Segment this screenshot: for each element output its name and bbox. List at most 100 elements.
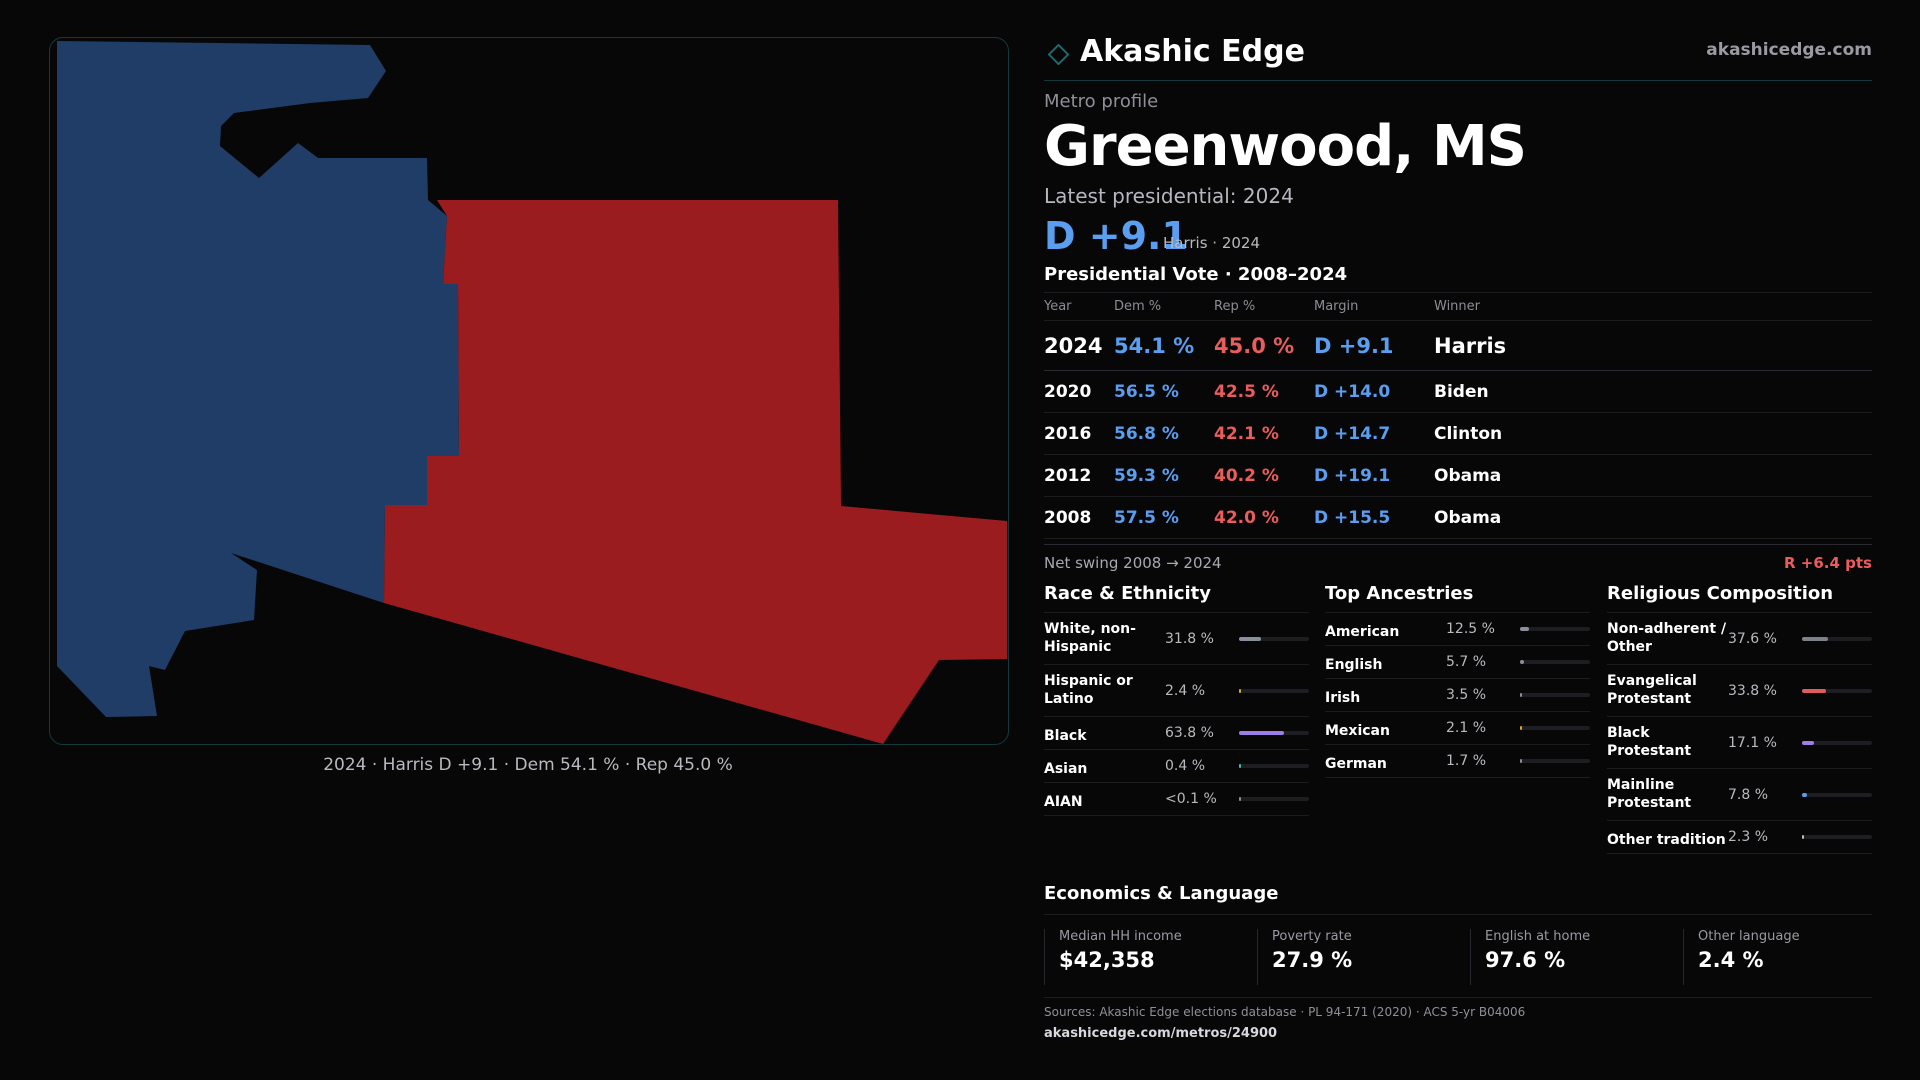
econ-card-english: English at home 97.6 % [1470,929,1681,985]
stat-bar-fill [1520,726,1522,730]
stat-row: American 12.5 % [1325,613,1590,646]
stat-bar [1520,693,1590,697]
stat-value: 3.5 % [1446,687,1487,703]
cell-winner: Obama [1434,496,1872,539]
diamond-icon [1048,44,1069,65]
stat-label: Evangelical Protestant [1607,673,1697,707]
cell-margin: D +19.1 [1314,454,1434,497]
net-swing-row: Net swing 2008 → 2024 R +6.4 pts [1044,544,1872,577]
brand-header: Akashic Edge akashicedge.com [1044,30,1872,81]
stat-bar [1520,759,1590,763]
stat-value: 5.7 % [1446,654,1487,670]
county-rep-region[interactable] [384,200,1007,744]
cell-margin: D +14.7 [1314,412,1434,455]
econ-card-income: Median HH income $42,358 [1044,929,1255,985]
stat-bar-fill [1802,792,1807,797]
stat-bar [1520,726,1590,730]
county-map-svg [57,41,1007,744]
stat-label: White, non-Hispanic [1044,621,1136,655]
stat-value: 2.4 % [1165,682,1206,699]
cell-dem: 54.1 % [1114,320,1214,371]
race-ethnicity-panel: Race & Ethnicity White, non-Hispanic 31.8… [1044,583,1309,816]
stat-value: 31.8 % [1165,630,1214,647]
net-swing-label: Net swing 2008 → 2024 [1044,554,1222,572]
vote-table-header: Year Dem % Rep % Margin Winner [1044,292,1872,321]
source-url-link[interactable]: akashicedge.com/metros/24900 [1044,1026,1278,1041]
cell-year: 2008 [1044,496,1114,539]
stat-bar [1802,792,1872,797]
headline-margin-row: D +9.1 Harris · 2024 [1044,214,1872,258]
stat-row: Irish 3.5 % [1325,679,1590,712]
stat-label: Mexican [1325,723,1390,739]
stat-bar-fill [1239,731,1284,735]
ancestries-title: Top Ancestries [1325,583,1590,613]
stat-bar [1239,797,1309,801]
econ-card-other-language: Other language 2.4 % [1683,929,1894,985]
race-ethnicity-title: Race & Ethnicity [1044,583,1309,613]
economics-title: Economics & Language [1044,883,1872,915]
stat-label: English [1325,657,1383,673]
econ-label: English at home [1485,929,1591,944]
stat-bar-fill [1239,797,1241,801]
stat-row: Hispanic or Latino 2.4 % [1044,665,1309,717]
cell-winner: Biden [1434,370,1872,413]
cell-winner: Obama [1434,454,1872,497]
stat-row: Evangelical Protestant 33.8 % [1607,665,1872,717]
page-title: Greenwood, MS [1044,114,1527,179]
stat-value: 2.1 % [1446,720,1487,736]
stat-bar-fill [1520,693,1522,697]
cell-year: 2020 [1044,370,1114,413]
stat-bar [1802,740,1872,745]
sources-text: Sources: Akashic Edge elections database… [1044,1005,1526,1019]
table-row: 2008 57.5 % 42.0 % D +15.5 Obama [1044,496,1872,539]
metro-map[interactable] [49,37,1009,745]
ancestries-panel: Top Ancestries American 12.5 % English 5.7 … [1325,583,1590,778]
table-row: 2016 56.8 % 42.1 % D +14.7 Clinton [1044,412,1872,455]
stat-bar [1239,731,1309,735]
cell-year: 2012 [1044,454,1114,497]
stat-value: 63.8 % [1165,725,1214,741]
cell-rep: 42.5 % [1214,370,1314,413]
net-swing-value: R +6.4 pts [1784,554,1872,572]
stat-value: 12.5 % [1446,621,1495,637]
stat-row: White, non-Hispanic 31.8 % [1044,613,1309,665]
stat-row: Non-adherent / Other 37.6 % [1607,613,1872,665]
stat-label: Non-adherent / Other [1607,621,1727,655]
stat-bar-fill [1802,636,1828,641]
stat-bar [1520,627,1590,631]
cell-dem: 59.3 % [1114,454,1214,497]
stat-row: Other tradition 2.3 % [1607,821,1872,854]
brand-url-link[interactable]: akashicedge.com [1706,40,1872,60]
stat-label: Black [1044,728,1087,744]
stat-label: Hispanic or Latino [1044,673,1133,707]
stat-bar [1802,835,1872,839]
cell-winner: Harris [1434,320,1872,371]
stat-bar-fill [1802,688,1826,693]
stat-row: AIAN <0.1 % [1044,783,1309,816]
county-dem-region[interactable] [57,41,459,717]
stat-row: German 1.7 % [1325,745,1590,778]
stat-label: AIAN [1044,794,1083,810]
latest-presidential-label: Latest presidential: 2024 [1044,184,1294,208]
stat-label: American [1325,624,1400,640]
stat-value: 0.4 % [1165,758,1206,774]
stat-bar [1239,688,1309,693]
stat-label: Irish [1325,690,1361,706]
stat-value: 1.7 % [1446,753,1487,769]
cell-winner: Clinton [1434,412,1872,455]
cell-rep: 42.0 % [1214,496,1314,539]
stat-bar [1239,764,1309,768]
col-header-margin: Margin [1314,292,1434,321]
ancestries-list: American 12.5 % English 5.7 % Irish 3.5 % Mexi… [1325,613,1590,778]
stat-row: Black Protestant 17.1 % [1607,717,1872,769]
stat-row: Mexican 2.1 % [1325,712,1590,745]
cell-dem: 57.5 % [1114,496,1214,539]
econ-value: 27.9 % [1272,948,1353,972]
stat-value: 2.3 % [1728,829,1769,845]
econ-label: Poverty rate [1272,929,1352,944]
brand-name: Akashic Edge [1080,34,1305,69]
cell-year: 2024 [1044,320,1114,371]
stat-bar-fill [1520,759,1522,763]
stat-row: Asian 0.4 % [1044,750,1309,783]
stat-label: Mainline Protestant [1607,777,1692,811]
